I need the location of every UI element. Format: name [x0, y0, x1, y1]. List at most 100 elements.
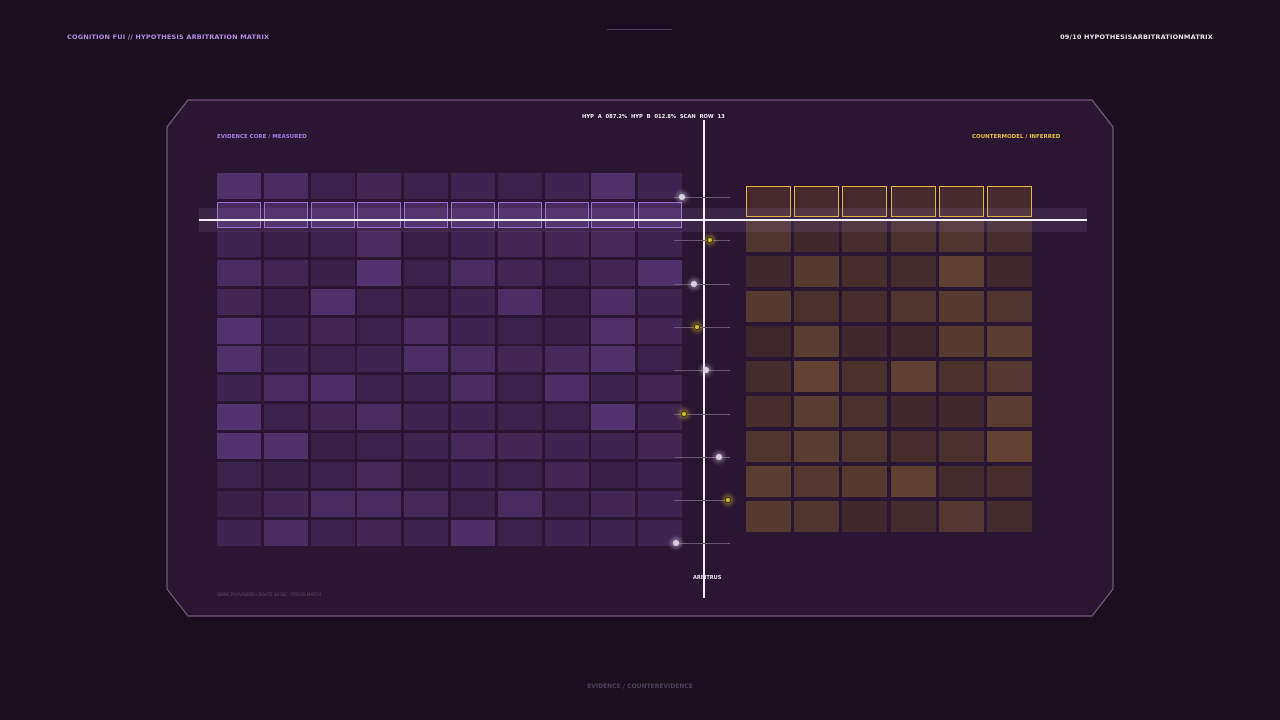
evidence-cell[interactable]	[451, 259, 495, 286]
evidence-cell[interactable]	[544, 173, 589, 199]
evidence-cell[interactable]	[310, 259, 355, 286]
countermodel-cell[interactable]	[746, 361, 791, 392]
evidence-cell[interactable]	[404, 375, 449, 402]
evidence-cell[interactable]	[638, 375, 683, 402]
countermodel-cell[interactable]	[938, 256, 984, 287]
countermodel-cell[interactable]	[987, 501, 1032, 532]
countermodel-cell[interactable]	[794, 501, 840, 532]
evidence-cell[interactable]	[544, 346, 589, 373]
countermodel-cell[interactable]	[938, 431, 984, 462]
countermodel-cell[interactable]	[890, 326, 936, 357]
evidence-cell[interactable]	[544, 462, 589, 488]
evidence-cell[interactable]	[263, 288, 308, 315]
evidence-cell[interactable]	[451, 230, 495, 257]
evidence-cell[interactable]	[217, 173, 261, 199]
countermodel-cell[interactable]	[938, 186, 984, 217]
countermodel-cell[interactable]	[794, 466, 840, 497]
countermodel-cell[interactable]	[842, 501, 888, 532]
evidence-cell[interactable]	[497, 201, 542, 228]
evidence-cell[interactable]	[263, 433, 308, 460]
evidence-cell[interactable]	[451, 433, 495, 460]
evidence-cell[interactable]	[591, 230, 636, 257]
countermodel-cell[interactable]	[938, 326, 984, 357]
evidence-cell[interactable]	[591, 462, 636, 488]
evidence-cell[interactable]	[638, 433, 683, 460]
countermodel-cell[interactable]	[987, 396, 1032, 427]
evidence-cell[interactable]	[357, 201, 402, 228]
evidence-cell[interactable]	[357, 519, 402, 546]
evidence-cell[interactable]	[451, 375, 495, 402]
evidence-cell[interactable]	[497, 490, 542, 517]
countermodel-cell[interactable]	[794, 396, 840, 427]
evidence-cell[interactable]	[404, 173, 449, 199]
evidence-cell[interactable]	[404, 519, 449, 546]
countermodel-cell[interactable]	[987, 361, 1032, 392]
evidence-cell[interactable]	[310, 317, 355, 344]
countermodel-cell[interactable]	[987, 256, 1032, 287]
evidence-cell[interactable]	[217, 259, 261, 286]
counter-signal-node[interactable]	[725, 497, 731, 504]
evidence-signal-node[interactable]	[679, 194, 685, 200]
countermodel-cell[interactable]	[890, 396, 936, 427]
evidence-cell[interactable]	[217, 230, 261, 257]
evidence-cell[interactable]	[544, 375, 589, 402]
evidence-cell[interactable]	[310, 173, 355, 199]
evidence-cell[interactable]	[591, 288, 636, 315]
evidence-cell[interactable]	[451, 346, 495, 373]
countermodel-cell[interactable]	[938, 396, 984, 427]
countermodel-cell[interactable]	[890, 361, 936, 392]
evidence-cell[interactable]	[497, 346, 542, 373]
evidence-cell[interactable]	[263, 230, 308, 257]
countermodel-cell[interactable]	[794, 186, 840, 217]
evidence-cell[interactable]	[497, 375, 542, 402]
countermodel-cell[interactable]	[746, 256, 791, 287]
countermodel-cell[interactable]	[987, 466, 1032, 497]
evidence-cell[interactable]	[544, 230, 589, 257]
evidence-cell[interactable]	[451, 490, 495, 517]
countermodel-cell[interactable]	[842, 256, 888, 287]
countermodel-cell[interactable]	[746, 466, 791, 497]
countermodel-cell[interactable]	[938, 291, 984, 322]
evidence-cell[interactable]	[217, 490, 261, 517]
evidence-cell[interactable]	[638, 490, 683, 517]
countermodel-cell[interactable]	[987, 221, 1032, 252]
evidence-cell[interactable]	[497, 433, 542, 460]
evidence-cell[interactable]	[263, 404, 308, 431]
evidence-cell[interactable]	[591, 173, 636, 199]
evidence-cell[interactable]	[404, 230, 449, 257]
evidence-cell[interactable]	[310, 230, 355, 257]
evidence-cell[interactable]	[544, 317, 589, 344]
evidence-cell[interactable]	[497, 404, 542, 431]
evidence-cell[interactable]	[263, 201, 308, 228]
countermodel-cell[interactable]	[746, 221, 791, 252]
evidence-cell[interactable]	[591, 433, 636, 460]
countermodel-cell[interactable]	[890, 466, 936, 497]
evidence-cell[interactable]	[451, 462, 495, 488]
evidence-cell[interactable]	[451, 317, 495, 344]
counter-signal-node[interactable]	[694, 323, 700, 330]
evidence-cell[interactable]	[263, 375, 308, 402]
evidence-cell[interactable]	[591, 519, 636, 546]
evidence-cell[interactable]	[404, 462, 449, 488]
countermodel-cell[interactable]	[842, 466, 888, 497]
countermodel-cell[interactable]	[794, 256, 840, 287]
evidence-cell[interactable]	[217, 346, 261, 373]
evidence-cell[interactable]	[310, 288, 355, 315]
evidence-cell[interactable]	[263, 259, 308, 286]
evidence-cell[interactable]	[544, 519, 589, 546]
countermodel-cell[interactable]	[794, 361, 840, 392]
countermodel-cell[interactable]	[938, 501, 984, 532]
scan-row-line[interactable]	[199, 219, 1087, 221]
countermodel-cell[interactable]	[890, 291, 936, 322]
evidence-cell[interactable]	[357, 490, 402, 517]
evidence-cell[interactable]	[638, 259, 683, 286]
evidence-cell[interactable]	[357, 288, 402, 315]
evidence-cell[interactable]	[497, 519, 542, 546]
evidence-cell[interactable]	[591, 490, 636, 517]
evidence-cell[interactable]	[310, 490, 355, 517]
evidence-cell[interactable]	[591, 404, 636, 431]
countermodel-cell[interactable]	[746, 326, 791, 357]
evidence-cell[interactable]	[544, 201, 589, 228]
evidence-cell[interactable]	[310, 346, 355, 373]
countermodel-cell[interactable]	[890, 256, 936, 287]
